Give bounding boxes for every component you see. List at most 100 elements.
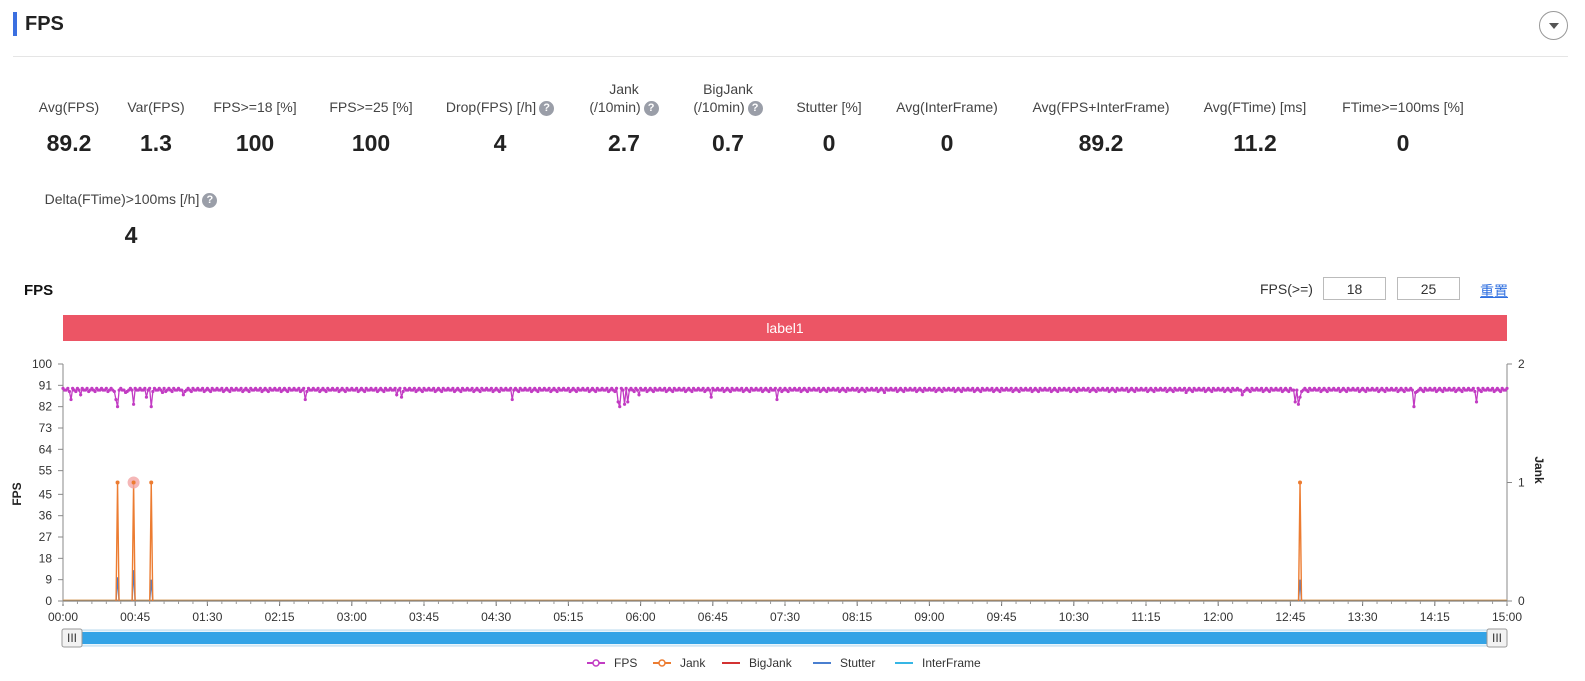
fps-point bbox=[671, 389, 675, 394]
fps-threshold-input-1[interactable] bbox=[1323, 277, 1386, 300]
fps-point bbox=[622, 402, 627, 406]
fps-point bbox=[594, 389, 598, 394]
help-icon[interactable]: ? bbox=[202, 192, 218, 208]
fps-point bbox=[1067, 386, 1071, 391]
legend-item-label: FPS bbox=[614, 656, 637, 670]
fps-point bbox=[239, 386, 243, 391]
x-tick-label: 07:30 bbox=[770, 610, 800, 624]
fps-point bbox=[1306, 389, 1310, 394]
fps-point bbox=[69, 397, 73, 402]
metric-fps-ge-18: FPS>=18 [%] 100 bbox=[205, 98, 305, 157]
fps-point bbox=[220, 386, 224, 391]
fps-point bbox=[1171, 389, 1175, 394]
fps-point bbox=[517, 389, 521, 394]
slider-handle-left bbox=[61, 628, 83, 648]
y-tick-label: 100 bbox=[32, 357, 52, 371]
x-tick-label: 12:45 bbox=[1275, 610, 1305, 624]
metric-value: 4 bbox=[493, 130, 507, 156]
metric-delta-ftime: Delta(FTime)>100ms [/h]? 4 bbox=[33, 190, 229, 249]
x-tick-label: 15:00 bbox=[1492, 610, 1522, 624]
x-tick-label: 03:45 bbox=[409, 610, 439, 624]
fps-point bbox=[1144, 386, 1148, 391]
slider-handle-grip: III bbox=[1492, 631, 1502, 645]
fps-point bbox=[1240, 393, 1244, 397]
fps-point bbox=[1296, 402, 1301, 406]
x-tick-label: 02:15 bbox=[265, 610, 295, 624]
fps-point bbox=[1293, 400, 1297, 404]
x-tick-label: 14:15 bbox=[1420, 610, 1450, 624]
fps-point bbox=[1017, 389, 1021, 394]
help-icon[interactable]: ? bbox=[643, 100, 659, 116]
fps-point bbox=[651, 389, 656, 394]
fps-point bbox=[316, 386, 320, 391]
metric-label-text: (/10min) bbox=[693, 99, 745, 115]
fps-point bbox=[1075, 389, 1079, 394]
fps-point bbox=[1292, 388, 1296, 392]
fps-point bbox=[1229, 389, 1233, 394]
x-tick-label: 13:30 bbox=[1348, 610, 1378, 624]
metric-avg-interframe: Avg(InterFrame) 0 bbox=[887, 98, 1007, 157]
fps-point bbox=[451, 386, 455, 391]
fps-point bbox=[1287, 389, 1291, 394]
fps-point bbox=[971, 386, 975, 391]
help-icon[interactable]: ? bbox=[539, 100, 555, 116]
fps-point bbox=[302, 386, 306, 391]
fps-point bbox=[130, 388, 134, 392]
fps-point bbox=[1452, 386, 1456, 391]
fps-point bbox=[278, 386, 282, 391]
fps-point bbox=[1056, 389, 1060, 394]
fps-point bbox=[1184, 390, 1188, 395]
fps-point bbox=[1133, 389, 1137, 394]
fps-point bbox=[200, 386, 205, 391]
fps-point bbox=[613, 389, 617, 394]
metric-label-line1: BigJank bbox=[703, 81, 753, 97]
fps-point bbox=[399, 395, 404, 399]
fps-point bbox=[547, 386, 551, 391]
fps-point bbox=[882, 390, 887, 395]
metric-bigjank: BigJank (/10min)? 0.7 bbox=[684, 80, 772, 157]
fps-point bbox=[1190, 389, 1195, 394]
label-band[interactable]: label1 bbox=[63, 315, 1507, 341]
fps-point bbox=[614, 386, 619, 391]
metric-label: Stutter [%] bbox=[796, 99, 862, 115]
fps-point bbox=[632, 389, 636, 394]
fps-point bbox=[112, 389, 116, 394]
y-tick-label: 45 bbox=[39, 487, 53, 501]
fps-point bbox=[1152, 389, 1156, 394]
fps-point bbox=[228, 389, 232, 394]
fps-point bbox=[355, 386, 359, 391]
fps-point bbox=[536, 389, 540, 394]
collapse-button[interactable] bbox=[1539, 11, 1568, 40]
chart-axes: 0 9 18 27 36 45 55 64 73 82 91 100 0 1 2 FPS Jank 00:00 00… bbox=[10, 357, 1546, 624]
metric-value: 89.2 bbox=[46, 130, 92, 156]
help-icon[interactable]: ? bbox=[747, 100, 763, 116]
fps-point bbox=[114, 397, 118, 402]
fps-point bbox=[1317, 386, 1321, 391]
time-range-slider[interactable]: III III bbox=[61, 628, 1508, 648]
fps-threshold-input-2[interactable] bbox=[1397, 277, 1460, 300]
fps-point bbox=[1498, 389, 1503, 394]
y2-tick-label: 0 bbox=[1518, 594, 1525, 608]
y2-axis-title: Jank bbox=[1532, 456, 1546, 484]
fps-point bbox=[1210, 389, 1214, 394]
fps-point bbox=[303, 397, 307, 402]
metric-fps-ge-25: FPS>=25 [%] 100 bbox=[321, 98, 421, 157]
fps-point bbox=[773, 386, 777, 391]
metric-value: 100 bbox=[235, 130, 275, 156]
metric-drop-fps: Drop(FPS) [/h]? 4 bbox=[436, 98, 564, 157]
fps-point bbox=[767, 389, 771, 394]
fps-point bbox=[395, 393, 399, 397]
legend-item-label: Jank bbox=[680, 656, 706, 670]
fps-point bbox=[363, 389, 367, 394]
x-tick-label: 09:45 bbox=[987, 610, 1017, 624]
fps-point bbox=[470, 386, 474, 391]
fps-point bbox=[894, 386, 898, 391]
fps-point bbox=[1460, 389, 1464, 394]
fps-point bbox=[1094, 389, 1098, 394]
legend-item-label: InterFrame bbox=[922, 656, 981, 670]
fps-point bbox=[1394, 386, 1398, 391]
reset-link[interactable]: 重置 bbox=[1480, 283, 1508, 299]
fps-point bbox=[528, 386, 532, 391]
fps-point bbox=[618, 405, 622, 409]
